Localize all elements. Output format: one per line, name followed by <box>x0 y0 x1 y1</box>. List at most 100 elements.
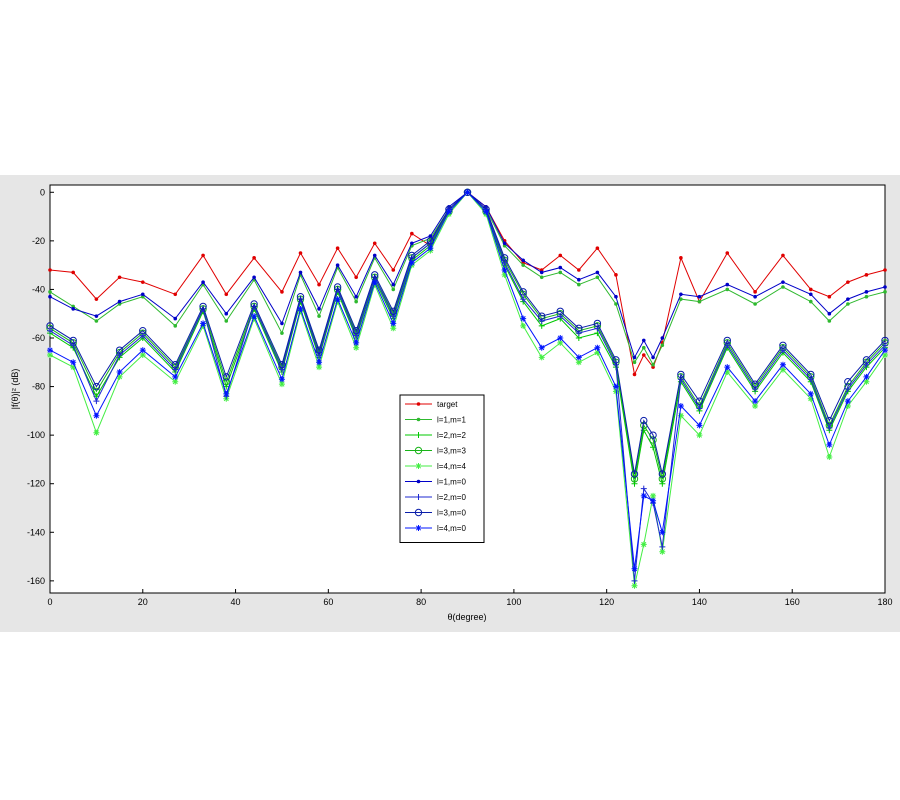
series-line <box>49 191 886 484</box>
data-point <box>93 398 100 405</box>
data-point <box>641 345 646 350</box>
legend-label: l=4,m=4 <box>437 462 466 471</box>
legend-item: l=1,m=0 <box>405 478 466 487</box>
data-point <box>464 189 471 196</box>
data-point <box>781 285 785 289</box>
data-point <box>753 294 757 299</box>
x-tick-label: 20 <box>138 597 148 607</box>
data-point <box>807 395 814 402</box>
data-point <box>278 376 285 383</box>
figure-panel: 0 20 40 60 80 100 120 140 160 180 0 -20 -40 -60 -80 -10… <box>0 175 900 632</box>
data-point <box>353 344 360 351</box>
data-point <box>752 398 759 405</box>
data-point <box>116 373 123 380</box>
data-point <box>46 322 54 330</box>
data-point <box>371 271 379 279</box>
data-point <box>199 302 207 311</box>
data-point <box>502 241 507 246</box>
data-point <box>297 305 304 312</box>
data-point <box>679 292 683 297</box>
data-point <box>222 373 230 381</box>
data-point <box>883 290 887 294</box>
data-point <box>825 416 834 425</box>
data-point <box>808 292 813 297</box>
data-point <box>298 251 303 255</box>
legend-label: l=4,m=0 <box>437 524 466 533</box>
data-point <box>538 354 545 361</box>
data-point <box>595 246 600 250</box>
x-tick-label: 0 <box>47 597 52 607</box>
data-point <box>846 297 850 301</box>
y-tick-label: -40 <box>32 284 45 294</box>
data-point <box>278 381 285 388</box>
data-point <box>47 352 53 358</box>
data-point <box>416 417 421 422</box>
data-point <box>695 397 704 405</box>
data-point <box>677 403 684 409</box>
data-point <box>612 356 620 364</box>
data-point <box>696 432 703 439</box>
data-point <box>252 275 256 280</box>
data-point <box>200 320 207 327</box>
data-point <box>612 383 619 390</box>
data-point <box>173 324 178 328</box>
data-point <box>520 322 527 329</box>
y-tick-label: -60 <box>32 333 45 343</box>
data-point <box>558 265 563 270</box>
data-point <box>631 565 638 572</box>
data-point <box>640 416 648 425</box>
data-point <box>48 294 52 299</box>
x-tick-label: 80 <box>416 597 426 607</box>
legend-item: l=2,m=0 <box>405 493 466 502</box>
data-point <box>658 470 667 478</box>
data-point <box>501 271 508 278</box>
data-point <box>614 273 618 277</box>
data-point <box>724 364 731 371</box>
data-point <box>826 454 833 460</box>
y-tick-label: -140 <box>27 527 45 537</box>
data-point <box>697 299 702 304</box>
data-point <box>751 380 759 388</box>
data-point <box>827 311 832 316</box>
data-point <box>864 294 869 299</box>
data-point <box>807 370 815 379</box>
data-point <box>296 293 305 301</box>
data-point <box>632 360 637 365</box>
data-point <box>354 294 358 299</box>
data-point <box>882 347 888 354</box>
data-point <box>201 253 205 258</box>
data-point <box>93 429 100 436</box>
data-point <box>539 275 544 280</box>
legend-item: l=4,m=4 <box>405 462 466 471</box>
data-point <box>827 319 832 323</box>
data-point <box>556 307 564 315</box>
series-line <box>49 191 886 359</box>
series-6 <box>48 190 887 360</box>
y-axis-label: |f(θ)|² (dB) <box>10 369 20 410</box>
data-point <box>316 359 323 366</box>
data-point <box>278 361 286 369</box>
data-point <box>500 254 509 262</box>
data-point <box>390 320 397 327</box>
data-point <box>864 290 869 294</box>
data-point <box>883 268 887 272</box>
data-point <box>298 270 303 275</box>
data-point <box>408 251 416 260</box>
data-point <box>614 302 618 306</box>
legend-item: l=3,m=0 <box>405 509 466 518</box>
data-point <box>92 382 101 391</box>
data-point <box>557 335 564 341</box>
data-point <box>557 339 564 346</box>
data-point <box>807 390 814 397</box>
data-point <box>354 299 358 304</box>
data-point <box>173 316 178 321</box>
data-point <box>649 431 657 439</box>
legend-label: l=2,m=0 <box>437 493 466 502</box>
data-point <box>353 339 360 346</box>
series-9 <box>47 189 888 572</box>
legend-label: target <box>437 400 458 409</box>
data-point <box>70 364 77 371</box>
y-tick-label: -120 <box>27 479 45 489</box>
data-point <box>335 263 340 267</box>
data-point <box>521 258 525 263</box>
